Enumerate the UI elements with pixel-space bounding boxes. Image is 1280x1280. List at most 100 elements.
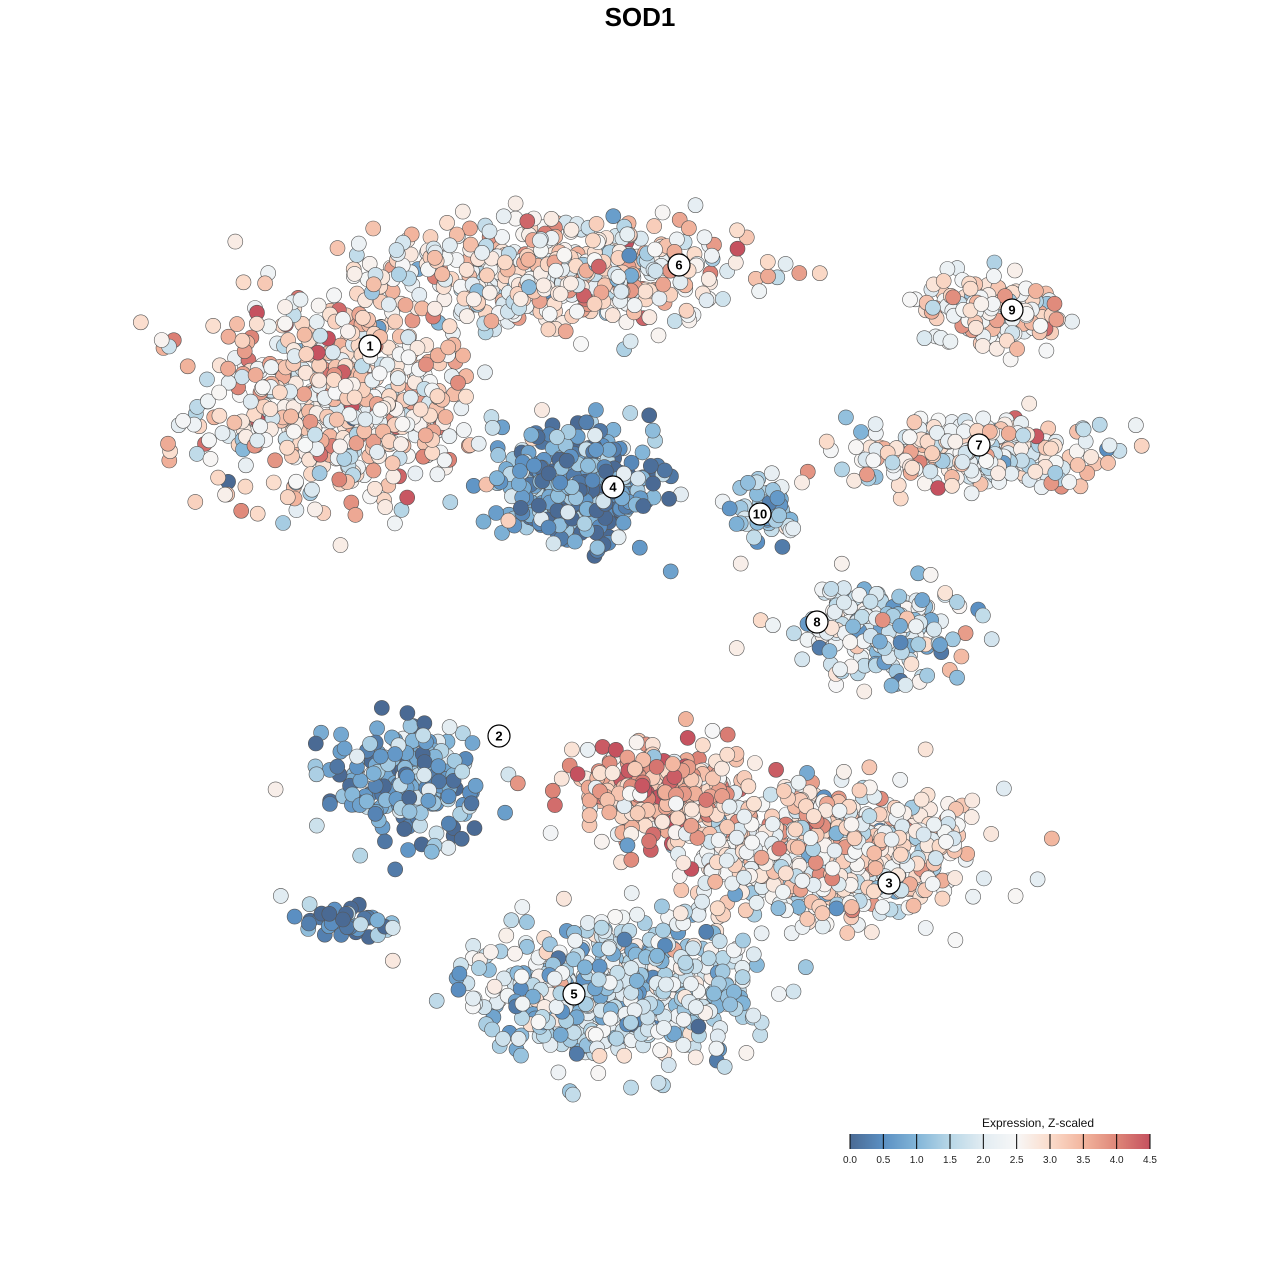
cell-point: [344, 786, 361, 803]
cell-point: [512, 463, 528, 479]
cell-point: [369, 720, 385, 737]
cell-point: [563, 275, 579, 292]
cell-point: [711, 933, 728, 950]
cell-point: [337, 378, 354, 394]
cell-point: [390, 370, 406, 387]
cell-point: [751, 283, 768, 300]
cell-point: [707, 873, 724, 890]
cell-point: [774, 539, 791, 555]
cell-point: [567, 932, 584, 949]
cell-point: [644, 422, 661, 439]
cell-point: [446, 752, 463, 769]
cell-point: [387, 515, 403, 532]
cell-point: [623, 454, 640, 471]
cell-point: [687, 1049, 704, 1066]
cell-point: [802, 830, 819, 846]
cell-point: [549, 429, 565, 445]
cell-point: [721, 500, 738, 517]
cell-point: [619, 226, 636, 243]
cell-point: [949, 594, 965, 610]
cell-point: [335, 911, 351, 928]
cell-point: [655, 276, 672, 293]
cluster-label: 5: [570, 987, 577, 1002]
cell-point: [655, 922, 671, 939]
cell-point: [365, 220, 382, 237]
cell-point: [734, 969, 751, 986]
cell-point: [399, 705, 416, 721]
cell-point: [357, 411, 374, 428]
cell-point: [983, 631, 1000, 648]
cell-point: [649, 947, 666, 964]
cell-point: [384, 455, 401, 472]
cell-point: [543, 211, 560, 227]
cell-point: [455, 422, 472, 438]
cell-point: [732, 555, 749, 572]
cell-point: [308, 817, 325, 834]
cell-point: [415, 727, 432, 744]
cell-point: [412, 401, 429, 418]
legend-tick-label: 3.5: [1076, 1155, 1090, 1166]
cell-point: [892, 617, 908, 634]
cell-point: [464, 735, 481, 751]
cell-point: [298, 346, 315, 362]
cell-point: [688, 999, 704, 1016]
cell-point: [790, 774, 807, 791]
cell-point: [704, 722, 721, 739]
cell-point: [616, 465, 632, 482]
cell-point: [234, 332, 251, 349]
cell-point: [760, 268, 776, 285]
legend-tick-label: 0.5: [876, 1155, 890, 1166]
cell-point: [654, 813, 671, 830]
cell-point: [426, 300, 443, 317]
cell-point: [179, 358, 196, 375]
cell-point: [479, 267, 495, 284]
cell-point: [593, 833, 610, 850]
cell-point: [807, 854, 824, 871]
cell-point: [349, 748, 365, 765]
cell-point: [753, 925, 770, 942]
cell-point: [512, 291, 529, 307]
cluster-label-badge: [877, 871, 901, 895]
cell-point: [892, 490, 909, 507]
cell-point: [265, 474, 282, 491]
cell-point: [889, 802, 906, 818]
cell-point: [715, 291, 731, 307]
legend-tick-label: 1.0: [910, 1155, 924, 1166]
cell-point: [577, 959, 593, 976]
cell-point: [387, 861, 404, 878]
cell-point: [1133, 437, 1150, 454]
cell-point: [957, 625, 974, 642]
cell-point: [719, 726, 736, 743]
cell-point: [954, 454, 971, 470]
cell-point: [249, 505, 266, 522]
cell-point: [296, 326, 313, 343]
cell-point: [797, 959, 814, 976]
cell-point: [867, 416, 884, 433]
cell-point: [641, 309, 658, 326]
cell-point: [963, 809, 980, 825]
cell-point: [399, 768, 416, 785]
cell-point: [642, 458, 659, 474]
cell-point: [856, 683, 873, 700]
cell-point: [818, 433, 835, 450]
cell-point: [805, 808, 822, 825]
cell-point: [514, 995, 531, 1012]
cell-point: [254, 379, 271, 396]
cell-point: [735, 932, 751, 949]
cell-point: [826, 604, 843, 620]
cell-point: [495, 208, 512, 225]
cell-point: [347, 507, 364, 523]
cell-point: [623, 1079, 639, 1096]
cell-point: [787, 821, 804, 838]
cell-point: [214, 425, 231, 441]
cell-point: [399, 489, 416, 506]
cell-point: [286, 908, 303, 925]
cell-point: [794, 872, 811, 889]
cell-point: [677, 954, 694, 971]
cell-point: [581, 807, 598, 824]
cell-point: [1043, 440, 1059, 457]
cell-point: [853, 424, 869, 440]
cell-point: [373, 700, 390, 716]
cell-point: [311, 465, 328, 482]
cell-point: [867, 860, 884, 877]
